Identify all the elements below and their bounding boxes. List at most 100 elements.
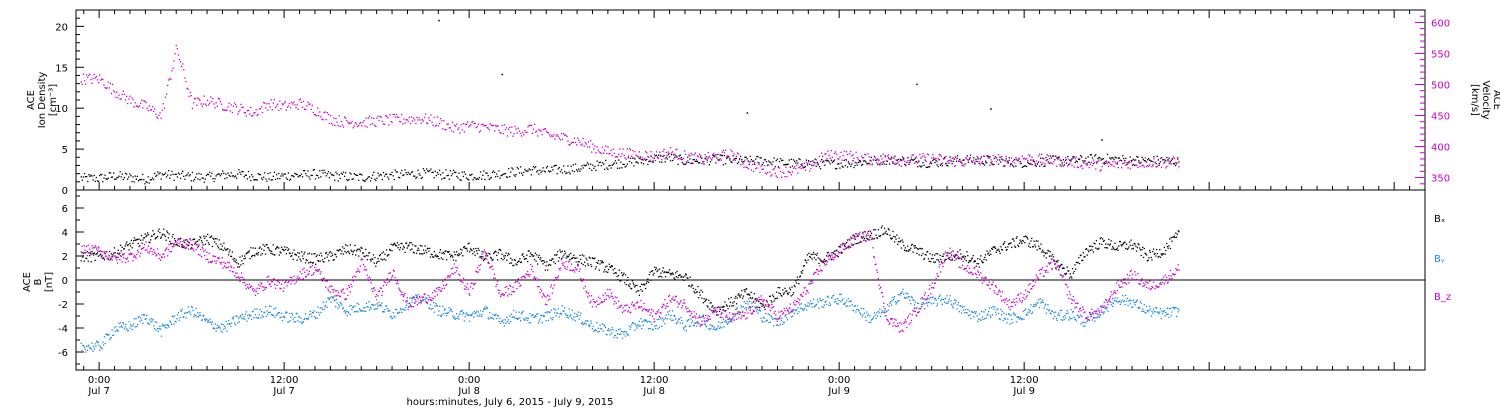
data-point [1101,243,1103,246]
data-point [1007,246,1009,248]
data-point [494,250,496,252]
data-point [318,177,320,179]
data-point [296,313,298,315]
data-point [229,249,231,251]
data-point [366,126,368,128]
data-point [200,319,203,321]
data-point [634,323,637,325]
data-point [675,149,677,151]
data-point [592,143,594,145]
data-point [915,307,917,309]
data-point [327,171,330,173]
data-point [614,267,616,270]
data-point [1149,250,1151,252]
data-point [182,63,184,65]
data-point [503,325,506,327]
data-point [461,171,463,173]
data-point [876,237,878,239]
data-point [986,155,988,157]
data-point [1033,161,1035,163]
data-point [945,155,947,158]
data-point [144,318,146,321]
data-point [695,291,698,293]
data-point [257,316,260,319]
data-point [217,97,219,100]
data-point [826,158,828,160]
data-point [1140,161,1142,163]
data-point [1143,160,1145,162]
data-point [587,324,590,326]
data-point [310,108,312,110]
data-point [556,173,558,175]
data-point [722,149,724,152]
data-point [99,74,101,76]
data-point [1047,155,1049,157]
data-point [1050,255,1052,257]
data-point [146,314,148,316]
data-point [1167,160,1169,162]
data-point [624,274,627,276]
data-point [731,161,733,164]
data-point [163,234,166,236]
data-point [539,258,541,260]
data-point [859,312,861,314]
data-point [586,320,588,322]
data-point [890,157,892,160]
data-point [466,250,469,252]
data-point [387,310,389,312]
data-point [681,279,684,281]
data-point [972,255,974,257]
data-point [674,156,676,158]
data-point [511,316,513,318]
data-point [340,253,342,255]
data-point [314,114,317,116]
data-point [559,139,562,141]
data-point [551,258,553,260]
data-point [332,296,334,298]
data-point [848,300,850,303]
data-point [808,161,810,163]
data-point [891,156,893,158]
data-point [405,119,407,121]
data-point [858,310,860,312]
data-point [953,303,955,305]
data-point [754,162,756,164]
data-point [677,158,679,160]
data-point [307,170,309,172]
data-point [634,329,636,331]
data-point [865,240,867,242]
data-point [211,321,213,323]
data-point [958,311,960,313]
data-point [898,237,900,239]
data-point [941,164,944,167]
data-point [658,276,660,278]
data-point [219,248,221,250]
data-point [982,155,985,157]
b-bx-points [80,225,1180,316]
data-point [192,309,194,312]
data-point [95,345,97,347]
data-point [981,316,984,318]
data-point [167,84,169,87]
data-point [678,274,681,276]
data-point [354,305,356,307]
data-point [897,294,899,296]
data-point [601,260,603,263]
data-point [928,163,931,165]
data-point [365,179,367,181]
data-point [846,166,849,168]
data-point [274,248,277,250]
data-point [180,309,182,312]
data-point [766,319,768,321]
data-point [343,116,346,118]
data-point [504,129,507,131]
data-point [461,129,463,131]
data-point [1164,253,1166,255]
data-point [620,155,622,158]
data-point [96,252,99,254]
data-point [220,243,222,245]
data-point [288,252,291,254]
data-point [92,179,94,181]
data-point [150,109,153,111]
data-point [764,320,766,323]
